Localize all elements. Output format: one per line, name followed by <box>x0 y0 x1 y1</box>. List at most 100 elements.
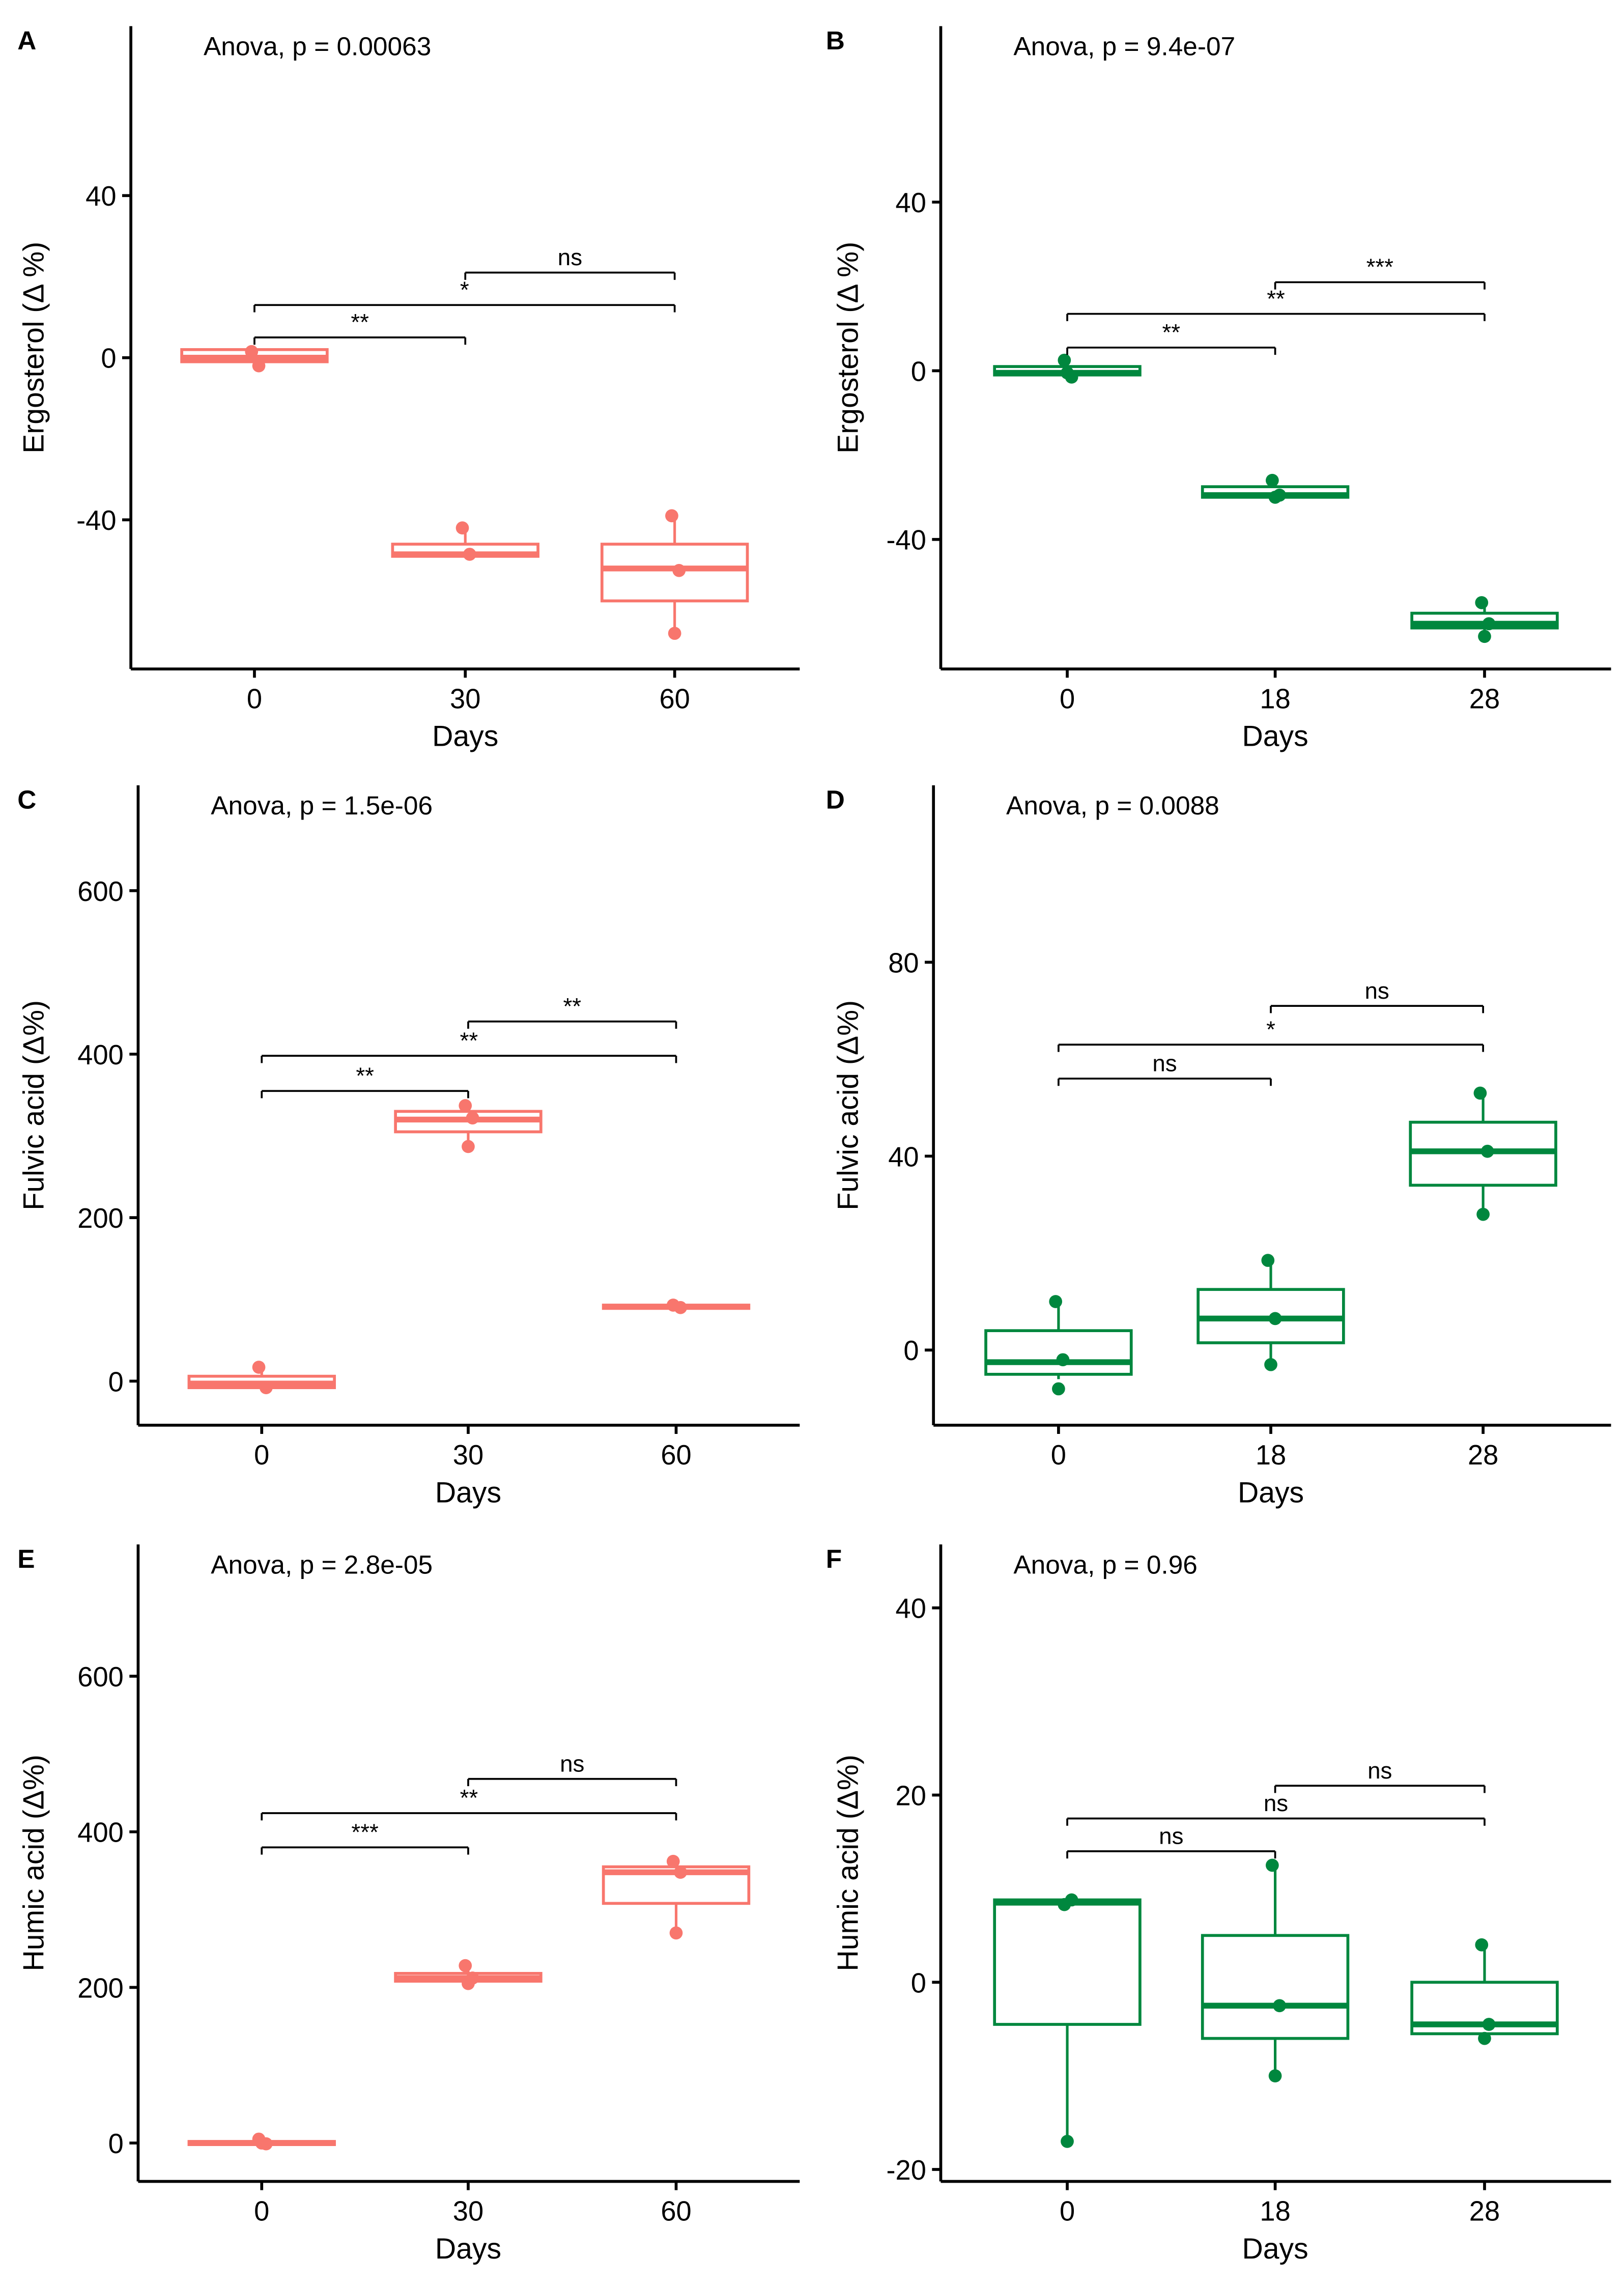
significance-bracket: * <box>1058 1017 1484 1052</box>
x-tick-label: 0 <box>254 1440 269 1471</box>
significance-label: ns <box>560 1751 584 1776</box>
data-point <box>1061 366 1074 380</box>
significance-bracket: *** <box>1274 254 1486 290</box>
data-point <box>1480 1144 1494 1158</box>
significance-bracket: ** <box>261 1063 469 1098</box>
anova-text: Anova, p = 0.00063 <box>204 32 431 61</box>
box-18 <box>1196 1260 1345 1365</box>
y-axis-label: Ergosterol (Δ %) <box>18 242 50 454</box>
y-tick-label: 200 <box>77 1972 124 2004</box>
data-point <box>255 2136 269 2150</box>
data-point <box>1065 1893 1078 1907</box>
y-axis-label: Humic acid (Δ%) <box>832 1755 865 1971</box>
x-axis-label: Days <box>1242 2233 1308 2265</box>
significance-bracket: ns <box>467 1751 677 1787</box>
panel-letter: C <box>17 784 36 814</box>
anova-text: Anova, p = 0.96 <box>1013 1549 1198 1579</box>
data-point <box>462 1977 475 1990</box>
data-point <box>674 1866 687 1879</box>
x-axis-label: Days <box>435 1476 501 1509</box>
box-18 <box>1201 1865 1350 2076</box>
data-point <box>1482 617 1496 631</box>
data-point <box>1473 1086 1487 1100</box>
data-point <box>245 345 259 358</box>
panel-e: E 600 400 200 0 0 30 60 Days Humic acid (Δ%) Anova… <box>17 1544 800 2265</box>
significance-label: ns <box>1367 1758 1392 1784</box>
data-point <box>466 1111 479 1125</box>
significance-label: ** <box>351 309 369 335</box>
data-point <box>1049 1295 1063 1308</box>
y-tick-label: 0 <box>108 1366 124 1397</box>
panel-letter: D <box>826 784 845 814</box>
panel-a: A 40 0 -40 0 30 60 Days Ergosterol (Δ %) Anova, p… <box>17 25 800 753</box>
x-tick-label: 30 <box>453 2196 483 2227</box>
y-tick-label: 40 <box>888 1141 919 1172</box>
significance-label: ** <box>460 1785 478 1811</box>
y-tick-label: 400 <box>77 1817 124 1848</box>
box-body <box>984 1329 1133 1376</box>
significance-label: ** <box>563 993 581 1019</box>
significance-label: ns <box>1159 1823 1183 1849</box>
significance-label: *** <box>351 1819 379 1845</box>
y-axis-label: Fulvic acid (Δ%) <box>18 1000 50 1210</box>
panel-d: D 80 40 0 0 18 28 Days Fulvic acid (Δ%) Anova, p … <box>826 784 1611 1509</box>
significance-bracket: ** <box>261 1028 677 1063</box>
y-tick-label: 80 <box>888 947 919 978</box>
data-point <box>1056 1353 1070 1367</box>
significance-bracket: ns <box>1066 1790 1486 1826</box>
significance-bracket: *** <box>261 1819 469 1855</box>
significance-label: * <box>460 277 469 303</box>
y-tick-label: 40 <box>896 187 926 218</box>
x-tick-label: 18 <box>1260 683 1290 714</box>
panel-f: F 40 20 0 -20 0 18 28 Days Humic acid (Δ%) Anova, … <box>826 1544 1611 2265</box>
significance-label: *** <box>1366 254 1394 280</box>
significance-label: ** <box>1162 320 1181 346</box>
anova-text: Anova, p = 9.4e-07 <box>1013 32 1235 61</box>
x-axis-label: Days <box>1238 1476 1304 1509</box>
x-tick-label: 60 <box>661 2196 691 2227</box>
data-point <box>1268 491 1282 504</box>
x-tick-label: 28 <box>1468 1440 1498 1471</box>
x-tick-label: 60 <box>661 1440 691 1471</box>
y-axis-label: Humic acid (Δ%) <box>18 1755 50 1971</box>
box-body <box>993 1898 1142 2026</box>
significance-bracket: ns <box>1270 978 1484 1013</box>
x-tick-label: 0 <box>1060 683 1075 714</box>
y-tick-label: 400 <box>77 1039 124 1070</box>
x-axis-label: Days <box>435 2233 501 2265</box>
significance-bracket: ns <box>464 244 676 280</box>
y-tick-label: 0 <box>911 356 926 387</box>
y-tick-label: 0 <box>108 2128 124 2159</box>
y-tick-label: 600 <box>77 1661 124 1692</box>
panel-c: C 600 400 200 0 0 30 60 Days Fulvic acid (Δ%) Anov… <box>17 784 800 1509</box>
panel-letter: E <box>17 1544 35 1573</box>
y-tick-label: 0 <box>101 343 116 374</box>
x-tick-label: 0 <box>1051 1440 1066 1471</box>
panel-b: B 40 0 -40 0 18 28 Days Ergosterol (Δ %) Anova, p… <box>826 25 1611 753</box>
y-tick-label: 40 <box>896 1593 926 1624</box>
data-point <box>252 1361 266 1374</box>
x-tick-label: 28 <box>1469 2196 1500 2227</box>
data-point <box>462 1140 475 1153</box>
significance-bracket: ns <box>1066 1823 1276 1859</box>
x-tick-label: 18 <box>1256 1440 1286 1471</box>
anova-text: Anova, p = 1.5e-06 <box>211 791 433 820</box>
data-point <box>463 548 476 561</box>
data-point <box>1266 1858 1279 1872</box>
significance-label: ns <box>558 244 582 270</box>
significance-label: ns <box>1152 1051 1177 1077</box>
y-axis-label: Fulvic acid (Δ%) <box>832 1000 865 1210</box>
data-point <box>1482 2018 1496 2031</box>
y-tick-label: -40 <box>76 505 116 536</box>
data-point <box>1476 1207 1490 1221</box>
y-tick-label: 600 <box>77 876 124 907</box>
data-point <box>252 359 266 373</box>
x-tick-label: 30 <box>450 683 480 714</box>
anova-text: Anova, p = 2.8e-05 <box>211 1549 433 1579</box>
data-point <box>1058 353 1071 367</box>
panel-letter: A <box>17 25 36 55</box>
x-tick-label: 0 <box>247 683 262 714</box>
significance-label: * <box>1266 1017 1275 1042</box>
data-point <box>1052 1382 1065 1396</box>
significance-label: ** <box>460 1028 478 1054</box>
